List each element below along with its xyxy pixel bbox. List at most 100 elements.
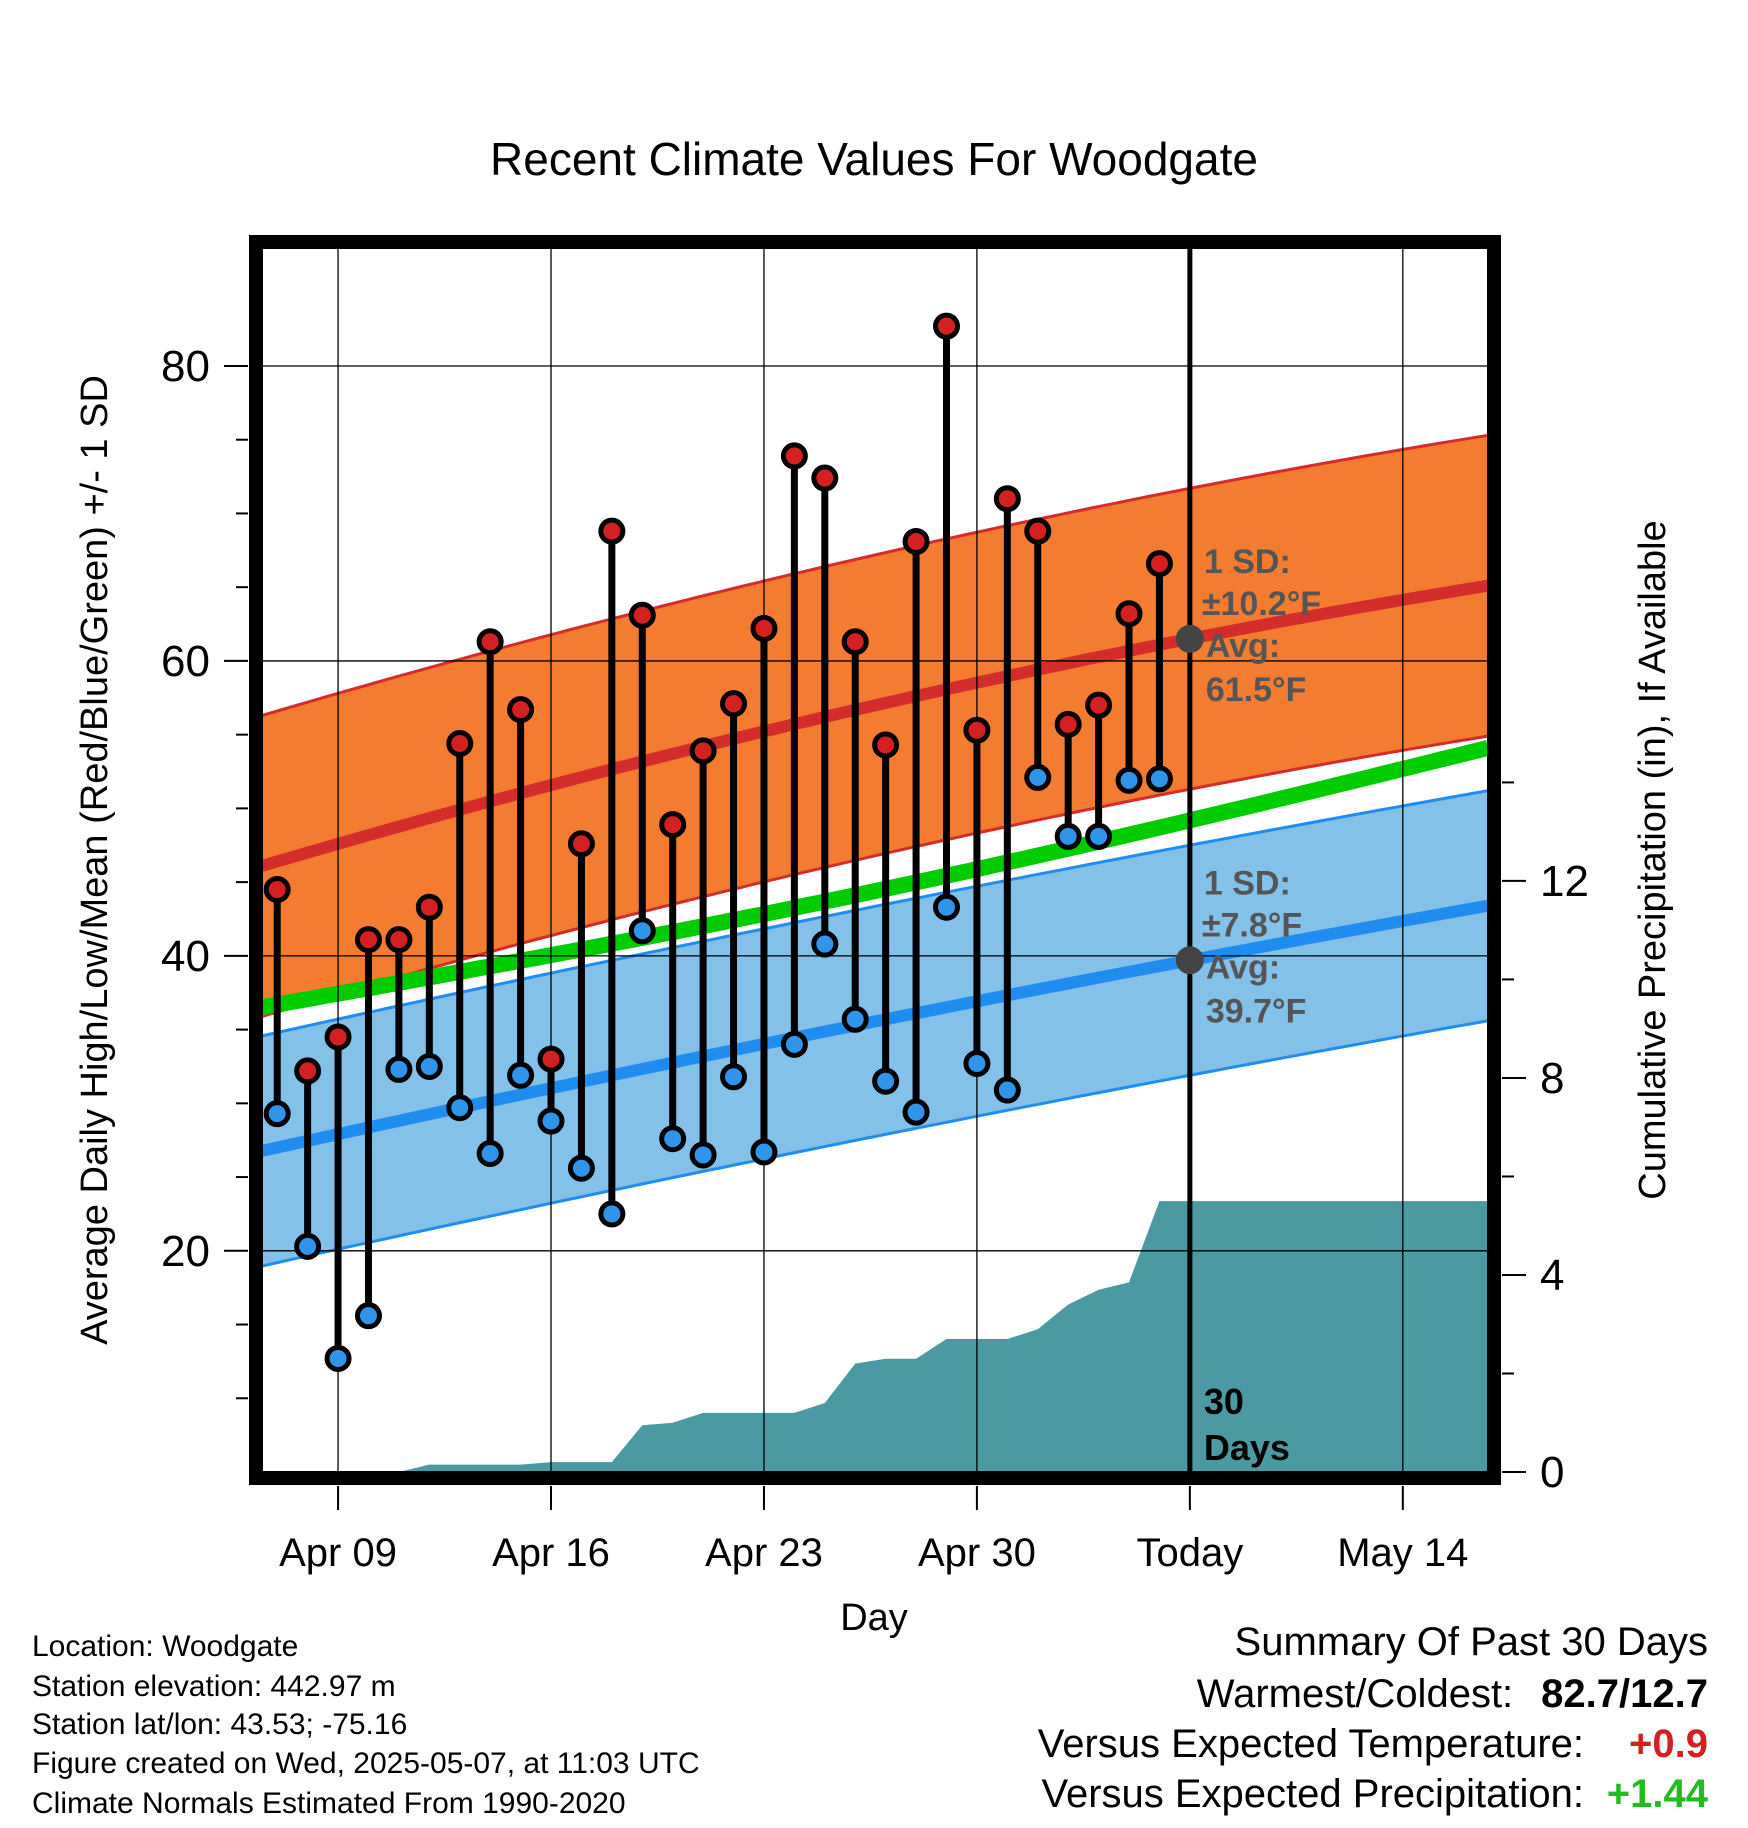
x-tick-label: Apr 30 bbox=[918, 1531, 1036, 1575]
daily-high-point bbox=[811, 464, 839, 492]
warmest-label: Warmest/Coldest: bbox=[1196, 1672, 1514, 1716]
daily-high-point bbox=[689, 737, 717, 765]
y2-tick-label: 8 bbox=[1540, 1054, 1564, 1103]
summary-heading: Summary Of Past 30 Days bbox=[1234, 1620, 1708, 1664]
low-sd-lower-edge bbox=[262, 1019, 1488, 1268]
daily-low-point bbox=[993, 1076, 1021, 1104]
y2-axis-label: Cumulative Precipitation (in), If Availa… bbox=[1632, 520, 1674, 1199]
daily-high-point bbox=[780, 442, 808, 470]
location-text: Location: Woodgate bbox=[32, 1630, 299, 1663]
y-axis-label: Average Daily High/Low/Mean (Red/Blue/Gr… bbox=[74, 375, 116, 1345]
normal-mean-line bbox=[262, 740, 1488, 1016]
summary-warmest-row: Warmest/Coldest: 82.7/12.7 bbox=[1197, 1672, 1708, 1717]
daily-low-point bbox=[780, 1030, 808, 1058]
low-sd-upper-edge bbox=[262, 789, 1488, 1038]
x-tick-label: May 14 bbox=[1337, 1531, 1468, 1575]
high-sd-label: Avg: bbox=[1206, 627, 1280, 665]
daily-high-point bbox=[415, 893, 443, 921]
daily-high-point bbox=[1145, 550, 1173, 578]
low-sd-label: 1 SD: bbox=[1204, 864, 1291, 902]
daily-low-point bbox=[1024, 763, 1052, 791]
high-sd-band bbox=[262, 435, 1488, 1017]
precip-label: Versus Expected Precipitation: bbox=[1041, 1772, 1584, 1816]
daily-low-point bbox=[1054, 822, 1082, 850]
daily-low-point bbox=[294, 1232, 322, 1260]
y-tick-label: 80 bbox=[161, 342, 210, 391]
created-text: Figure created on Wed, 2025-05-07, at 11… bbox=[32, 1747, 700, 1780]
low-sd-label: ±7.8°F bbox=[1202, 906, 1302, 944]
daily-low-point bbox=[537, 1107, 565, 1135]
low-sd-label: 39.7°F bbox=[1206, 992, 1307, 1030]
daily-low-point bbox=[841, 1005, 869, 1033]
daily-high-point bbox=[1024, 517, 1052, 545]
daily-high-point bbox=[598, 517, 626, 545]
daily-high-point bbox=[902, 527, 930, 555]
high-sd-label: 1 SD: bbox=[1204, 543, 1291, 581]
today-days-label: 30 bbox=[1204, 1381, 1244, 1422]
daily-low-point bbox=[689, 1141, 717, 1169]
daily-low-point bbox=[750, 1138, 778, 1166]
today-days-label: Days bbox=[1204, 1427, 1290, 1468]
daily-low-point bbox=[446, 1094, 474, 1122]
x-tick-label: Apr 09 bbox=[279, 1531, 397, 1575]
chart-title: Recent Climate Values For Woodgate bbox=[490, 133, 1258, 185]
daily-high-point bbox=[1085, 691, 1113, 719]
precip-value: +1.44 bbox=[1606, 1772, 1708, 1816]
daily-high-point bbox=[567, 830, 595, 858]
daily-low-point bbox=[872, 1067, 900, 1095]
daily-low-point bbox=[507, 1061, 535, 1089]
daily-high-point bbox=[263, 875, 291, 903]
daily-low-point bbox=[628, 917, 656, 945]
high-sd-lower-edge bbox=[262, 734, 1488, 1018]
low-sd-avg-marker bbox=[1175, 946, 1204, 975]
plot-frame bbox=[249, 235, 1501, 1485]
daily-high-point bbox=[324, 1023, 352, 1051]
y-tick-label: 40 bbox=[161, 932, 210, 981]
y-tick-label: 60 bbox=[161, 637, 210, 686]
y-tick-label: 20 bbox=[161, 1227, 210, 1276]
daily-low-point bbox=[354, 1302, 382, 1330]
daily-low-point bbox=[324, 1344, 352, 1372]
precip-area bbox=[262, 1201, 1488, 1472]
daily-high-point bbox=[354, 926, 382, 954]
daily-high-point bbox=[872, 731, 900, 759]
daily-high-point bbox=[446, 729, 474, 757]
daily-low-point bbox=[963, 1050, 991, 1078]
x-tick-label: Today bbox=[1136, 1531, 1243, 1575]
temp-value: +0.9 bbox=[1629, 1722, 1708, 1766]
daily-low-point bbox=[598, 1200, 626, 1228]
daily-high-point bbox=[1054, 710, 1082, 738]
high-sd-label: 61.5°F bbox=[1206, 671, 1307, 709]
daily-high-point bbox=[932, 312, 960, 340]
low-sd-label: Avg: bbox=[1206, 948, 1280, 986]
daily-high-point bbox=[659, 811, 687, 839]
daily-low-point bbox=[1145, 765, 1173, 793]
daily-low-point bbox=[902, 1098, 930, 1126]
high-sd-label: ±10.2°F bbox=[1202, 585, 1321, 623]
daily-low-point bbox=[567, 1154, 595, 1182]
daily-high-point bbox=[628, 601, 656, 629]
y2-tick-label: 0 bbox=[1540, 1448, 1564, 1497]
normal-high-line bbox=[262, 579, 1488, 872]
daily-high-point bbox=[1115, 600, 1143, 628]
x-axis-label: Day bbox=[840, 1597, 908, 1639]
y2-tick-label: 4 bbox=[1540, 1251, 1564, 1300]
daily-high-point bbox=[720, 690, 748, 718]
daily-low-point bbox=[385, 1055, 413, 1083]
daily-low-point bbox=[1085, 822, 1113, 850]
elevation-text: Station elevation: 442.97 m bbox=[32, 1670, 396, 1703]
daily-high-point bbox=[993, 485, 1021, 513]
daily-high-point bbox=[537, 1045, 565, 1073]
daily-high-point bbox=[385, 926, 413, 954]
daily-high-point bbox=[507, 696, 535, 724]
latlon-text: Station lat/lon: 43.53; -75.16 bbox=[32, 1708, 408, 1741]
daily-high-point bbox=[476, 628, 504, 656]
high-sd-avg-marker bbox=[1175, 624, 1204, 653]
summary-panel: Summary Of Past 30 Days Warmest/Coldest:… bbox=[948, 1620, 1708, 1820]
summary-temp-row: Versus Expected Temperature: +0.9 bbox=[1038, 1722, 1708, 1767]
daily-high-point bbox=[294, 1057, 322, 1085]
daily-low-point bbox=[1115, 766, 1143, 794]
daily-high-point bbox=[841, 628, 869, 656]
x-tick-label: Apr 16 bbox=[492, 1531, 610, 1575]
